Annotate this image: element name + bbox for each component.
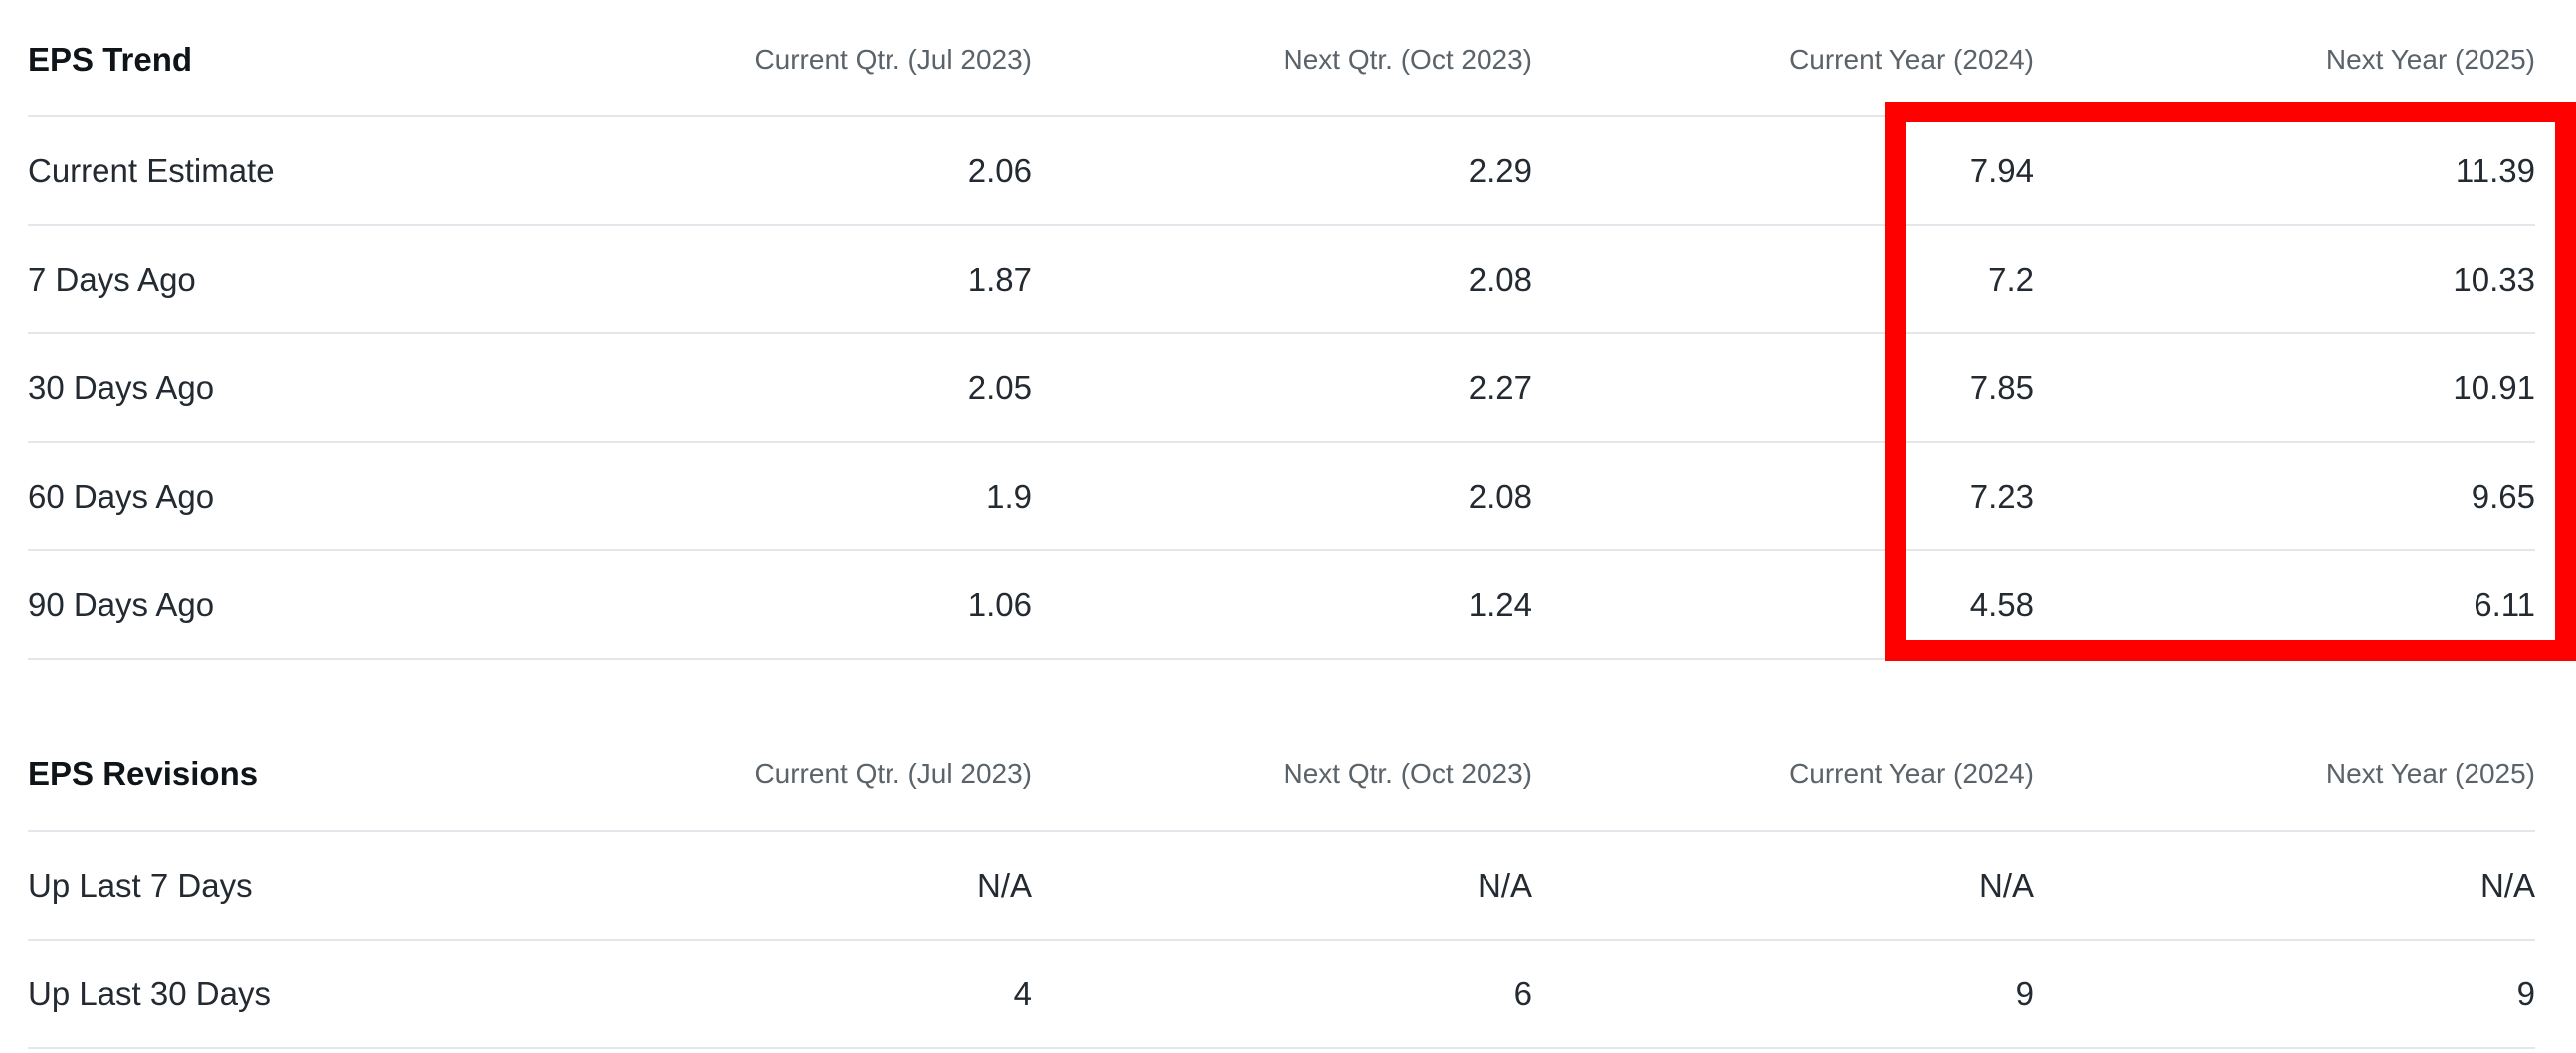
row-label: 90 Days Ago (28, 585, 215, 623)
row-label: 7 Days Ago (28, 260, 196, 298)
table-row: Up Last 30 Days 4 6 9 9 (28, 941, 2535, 1049)
row-label: 30 Days Ago (28, 368, 215, 406)
cell-value: 1.24 (1468, 585, 1532, 623)
cell-value: N/A (1477, 866, 1532, 904)
table-row: 90 Days Ago 1.06 1.24 4.58 6.11 (28, 551, 2535, 660)
table-row: 30 Days Ago 2.05 2.27 7.85 10.91 (28, 334, 2535, 443)
cell-value: 1.9 (986, 477, 1032, 515)
cell-value: 2.06 (967, 151, 1032, 189)
cell-value: N/A (976, 866, 1032, 904)
cell-value: N/A (1978, 866, 2034, 904)
column-header: Current Year (2024) (1789, 44, 2034, 75)
cell-value: 10.91 (2453, 368, 2535, 406)
table-header-row: EPS Revisions Current Qtr. (Jul 2023) Next… (28, 719, 2535, 832)
column-header: Next Year (2025) (2325, 758, 2535, 789)
table-title: EPS Revisions (28, 755, 259, 792)
cell-value: 9 (2516, 974, 2535, 1012)
table-title: EPS Trend (28, 41, 193, 78)
table-row: Current Estimate 2.06 2.29 7.94 11.39 (28, 117, 2535, 226)
eps-revisions-table: EPS Revisions Current Qtr. (Jul 2023) Next… (28, 719, 2535, 1049)
cell-value: 2.29 (1468, 151, 1532, 189)
column-header: Next Year (2025) (2325, 44, 2535, 75)
cell-value: 6.11 (2474, 585, 2535, 623)
row-label: Current Estimate (28, 151, 275, 189)
cell-value: N/A (2479, 866, 2535, 904)
eps-trend-table: EPS Trend Current Qtr. (Jul 2023) Next Qtr… (28, 4, 2535, 660)
cell-value: 7.85 (1969, 368, 2034, 406)
cell-value: 10.33 (2453, 260, 2535, 298)
cell-value: 2.27 (1468, 368, 1532, 406)
cell-value: 11.39 (2455, 151, 2535, 189)
row-label: Up Last 30 Days (28, 974, 271, 1012)
row-label: Up Last 7 Days (28, 866, 253, 904)
cell-value: 1.06 (967, 585, 1032, 623)
cell-value: 4 (1013, 974, 1032, 1012)
table-row: Up Last 7 Days N/A N/A N/A N/A (28, 832, 2535, 941)
row-label: 60 Days Ago (28, 477, 215, 515)
cell-value: 2.08 (1468, 477, 1532, 515)
cell-value: 2.05 (967, 368, 1032, 406)
column-header: Next Qtr. (Oct 2023) (1283, 758, 1532, 789)
column-header: Current Qtr. (Jul 2023) (754, 758, 1032, 789)
cell-value: 7.23 (1969, 477, 2034, 515)
table-row: 7 Days Ago 1.87 2.08 7.2 10.33 (28, 226, 2535, 334)
cell-value: 6 (1513, 974, 1532, 1012)
cell-value: 9 (2015, 974, 2034, 1012)
table-row: 60 Days Ago 1.9 2.08 7.23 9.65 (28, 443, 2535, 551)
cell-value: 7.2 (1988, 260, 2034, 298)
cell-value: 7.94 (1969, 151, 2034, 189)
column-header: Current Qtr. (Jul 2023) (754, 44, 1032, 75)
column-header: Next Qtr. (Oct 2023) (1283, 44, 1532, 75)
cell-value: 2.08 (1468, 260, 1532, 298)
column-header: Current Year (2024) (1789, 758, 2034, 789)
cell-value: 4.58 (1969, 585, 2034, 623)
cell-value: 9.65 (2471, 477, 2535, 515)
cell-value: 1.87 (967, 260, 1032, 298)
table-header-row: EPS Trend Current Qtr. (Jul 2023) Next Qtr… (28, 4, 2535, 117)
